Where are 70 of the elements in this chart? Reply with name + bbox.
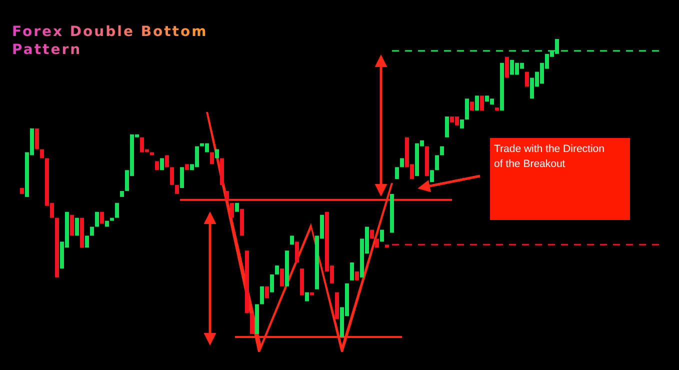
candlestick [310,292,314,296]
candlestick [175,185,179,194]
candlestick [495,108,499,111]
candlestick [85,236,89,248]
candlestick [240,208,244,236]
candlestick [35,128,39,150]
candlestick [290,236,294,245]
candlestick [300,268,304,296]
candlestick [170,167,174,186]
candlestick [525,72,529,87]
candlestick [40,149,44,158]
candlestick [115,202,119,218]
candlestick [185,164,189,170]
candlestick [75,218,79,236]
candlestick [105,220,109,227]
candlestick [95,212,99,227]
candlestick [55,218,59,278]
candlestick [250,313,254,334]
candlestick [275,265,279,274]
candlestick [305,292,309,302]
candlestick [160,158,164,170]
candlestick [500,62,504,111]
candlestick [180,167,184,188]
candlestick [110,218,114,221]
candlestick [285,250,289,286]
candlestick [445,116,449,138]
candlestick [430,170,434,182]
candlestick [150,152,154,156]
candlestick [475,96,479,111]
candlestick [375,238,379,248]
candlestick [155,161,159,170]
candlestick [260,286,264,304]
candlestick [460,119,464,128]
candlestick [230,202,234,218]
chart-title: Forex Double Bottom Pattern [12,24,208,58]
candlestick [165,155,169,168]
candlestick [265,286,269,298]
annotation: Trade with the Direction of the Breakout [494,143,605,170]
candlestick [335,292,339,320]
candlestick [395,167,399,180]
candlestick [480,96,484,111]
candlestick [280,268,284,286]
candlestick [255,304,259,334]
candlestick [400,158,404,168]
candlestick [440,146,444,156]
candlestick [425,146,429,176]
candlestick [210,152,214,164]
candlestick [435,155,439,170]
candlestick [470,102,474,111]
candlestick [270,274,274,292]
candlestick [385,244,389,248]
candlestick [120,190,124,197]
candlestick [90,226,94,236]
candlestick [465,98,469,120]
candlestick [100,212,104,224]
candlestick [245,250,249,314]
candlestick [370,230,374,239]
candlestick [70,214,74,236]
candlestick [220,158,224,186]
candlestick [380,230,384,242]
candlestick [80,218,84,248]
candlestick [20,188,24,194]
candlestick [225,190,229,200]
candlestick [235,202,239,212]
candlestick [350,262,354,280]
candlestick [355,271,359,280]
candlestick [215,149,219,158]
candlestick [505,56,509,78]
candlestick [295,242,299,262]
candlestick [390,194,394,233]
